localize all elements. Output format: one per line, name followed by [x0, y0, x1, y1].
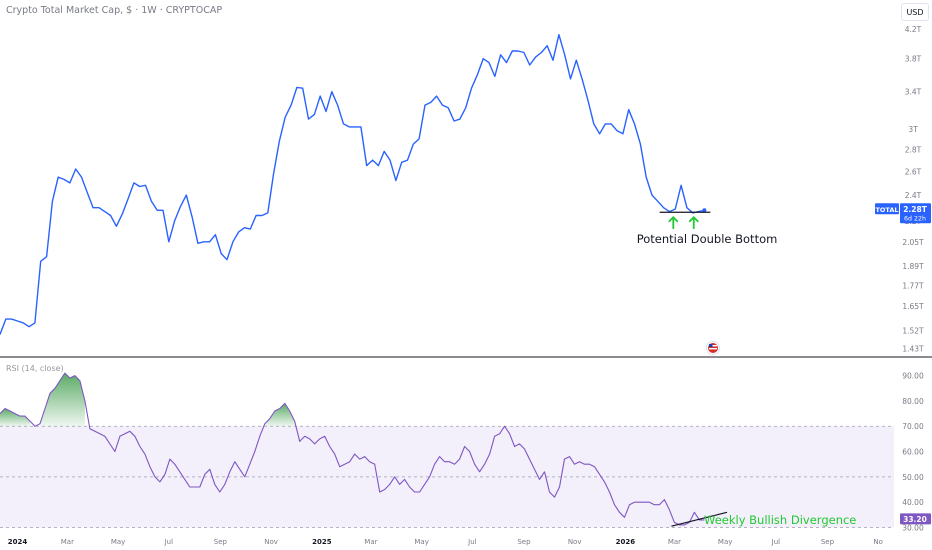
price-last-point [702, 208, 707, 213]
time-tick-label: Mar [668, 538, 681, 546]
annotations: Potential Double Bottom Weekly Bullish Di… [637, 211, 856, 527]
price-tick-label: 3.8T [905, 55, 922, 64]
currency-selector[interactable]: USD [901, 3, 929, 21]
arrow-up-icon [688, 215, 699, 230]
symbol-tag-box [875, 203, 899, 215]
time-tick-label: 2024 [8, 538, 28, 546]
time-tick-label: Nov [568, 538, 582, 546]
price-tick-label: 1.65T [902, 302, 924, 311]
time-tick-label: Mar [61, 538, 74, 546]
time-tick-label: 2025 [312, 538, 332, 546]
price-tick-label: 2.6T [905, 167, 922, 176]
rsi-last-box [900, 513, 931, 525]
price-tick-label: 4.2T [905, 25, 922, 34]
time-tick-label: Jul [467, 538, 477, 546]
time-axis: 2024 Mar May Jul Sep Nov 2025 Mar May Jul Sep Nov 20… [8, 538, 883, 546]
time-tick-label: 2026 [616, 538, 636, 546]
rsi-tick-label: 70.00 [902, 422, 924, 431]
price-tick-label: 2.8T [905, 145, 922, 154]
time-tick-label: Jul [771, 538, 781, 546]
price-tick-label: 3T [908, 125, 918, 134]
chart-title: Crypto Total Market Cap, $ · 1W · CRYPTO… [6, 5, 223, 16]
time-tick-label: May [414, 538, 428, 546]
price-tick-label: 2.4T [905, 191, 922, 200]
price-pane: 4.2T3.8T3.4T3T2.8T2.6T2.4T2.2T2.05T1.89T… [0, 25, 932, 358]
price-tick-label: 1.77T [902, 281, 924, 290]
rsi-last-value: 33.20 [903, 515, 927, 524]
price-tick-label: 1.52T [902, 327, 924, 336]
rsi-tick-label: 40.00 [902, 498, 924, 507]
price-tick-label: 1.43T [902, 345, 924, 354]
time-tick-label: Jul [164, 538, 174, 546]
arrow-up-icon [668, 215, 679, 230]
last-price-box [900, 203, 931, 224]
rsi-tick-label: 50.00 [902, 473, 924, 482]
divergence-line [671, 511, 728, 527]
rsi-overbought-fill [0, 408, 30, 427]
rsi-tick-label: 80.00 [902, 397, 924, 406]
bar-countdown: 6d 22h [904, 215, 926, 222]
rsi-overbought-fill [40, 373, 85, 427]
divergence-annotation: Weekly Bullish Divergence [704, 513, 856, 527]
symbol-tag-label: TOTAL [875, 206, 898, 214]
price-tick-label: 3.4T [905, 88, 922, 97]
rsi-tick-label: 90.00 [902, 372, 924, 381]
flag-icon-stripe [709, 348, 717, 350]
rsi-series-line [0, 372, 705, 526]
time-tick-label: No [873, 538, 883, 546]
price-series-line [0, 34, 705, 335]
price-tick-label: 2.05T [902, 238, 924, 247]
time-tick-label: May [718, 538, 732, 546]
time-tick-label: Mar [364, 538, 377, 546]
time-tick-label: Nov [264, 538, 278, 546]
rsi-overbought-fill [264, 403, 295, 427]
time-tick-label: May [111, 538, 125, 546]
rsi-title: RSI (14, close) [6, 364, 64, 373]
time-tick-label: Sep [517, 538, 531, 546]
flag-icon-stripe [709, 345, 717, 347]
time-tick-label: Sep [214, 538, 228, 546]
time-tick-label: Sep [821, 538, 835, 546]
rsi-tick-label: 30.00 [902, 523, 924, 532]
rsi-tick-label: 60.00 [902, 448, 924, 457]
double-bottom-annotation: Potential Double Bottom [637, 232, 778, 246]
price-tick-label: 1.89T [902, 262, 924, 271]
last-price-value: 2.28T [903, 205, 928, 214]
flag-icon-canton [709, 344, 713, 347]
